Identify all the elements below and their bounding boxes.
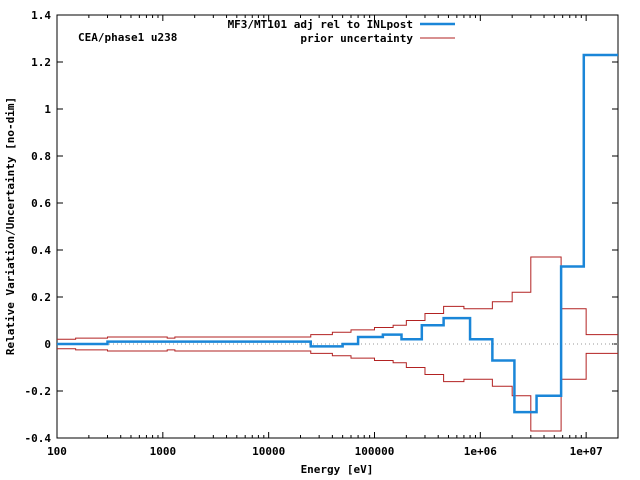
- x-tick-label: 1e+07: [570, 445, 603, 458]
- series-line-prior-uncertainty: [57, 256, 618, 340]
- y-axis-ticks: -0.4 -0.2 0 0.2 0.4 0.6 0.8 1 1.2 1.4: [25, 9, 618, 445]
- y-tick-label: 0.6: [31, 197, 51, 210]
- y-tick-label: 0.8: [31, 150, 51, 163]
- y-tick-label: 1.4: [31, 9, 51, 22]
- plot-frame: [56, 14, 619, 439]
- x-axis-ticks: 100 1000 10000 100000 1e+06 1e+07: [47, 15, 603, 458]
- y-tick-label: 0.2: [31, 291, 51, 304]
- series-group: [57, 53, 618, 432]
- y-tick-label: -0.4: [25, 432, 52, 445]
- x-tick-label: 100: [47, 445, 67, 458]
- legend: MF3/MT101 adj rel to INLpost prior uncer…: [228, 18, 455, 45]
- series-line-prior-uncertainty-negative: [57, 348, 618, 432]
- x-tick-label: 100000: [355, 445, 395, 458]
- y-tick-label: 0: [44, 338, 51, 351]
- y-tick-label: -0.2: [25, 385, 52, 398]
- y-tick-label: 1.2: [31, 56, 51, 69]
- x-tick-label: 1e+06: [464, 445, 497, 458]
- x-tick-label: 1000: [150, 445, 177, 458]
- legend-label-adjustment: MF3/MT101 adj rel to INLpost: [228, 18, 413, 31]
- x-tick-label: 10000: [252, 445, 285, 458]
- y-axis-title: Relative Variation/Uncertainty [no-dim]: [4, 97, 17, 355]
- chart-annotation: CEA/phase1 u238: [78, 31, 177, 44]
- legend-label-prior-uncertainty: prior uncertainty: [300, 32, 413, 45]
- series-line-adjustment: [57, 53, 618, 414]
- y-tick-label: 0.4: [31, 244, 51, 257]
- y-tick-label: 1: [44, 103, 51, 116]
- x-axis-title: Energy [eV]: [301, 463, 374, 476]
